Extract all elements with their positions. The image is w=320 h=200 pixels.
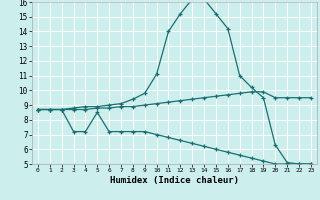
X-axis label: Humidex (Indice chaleur): Humidex (Indice chaleur) <box>110 176 239 185</box>
